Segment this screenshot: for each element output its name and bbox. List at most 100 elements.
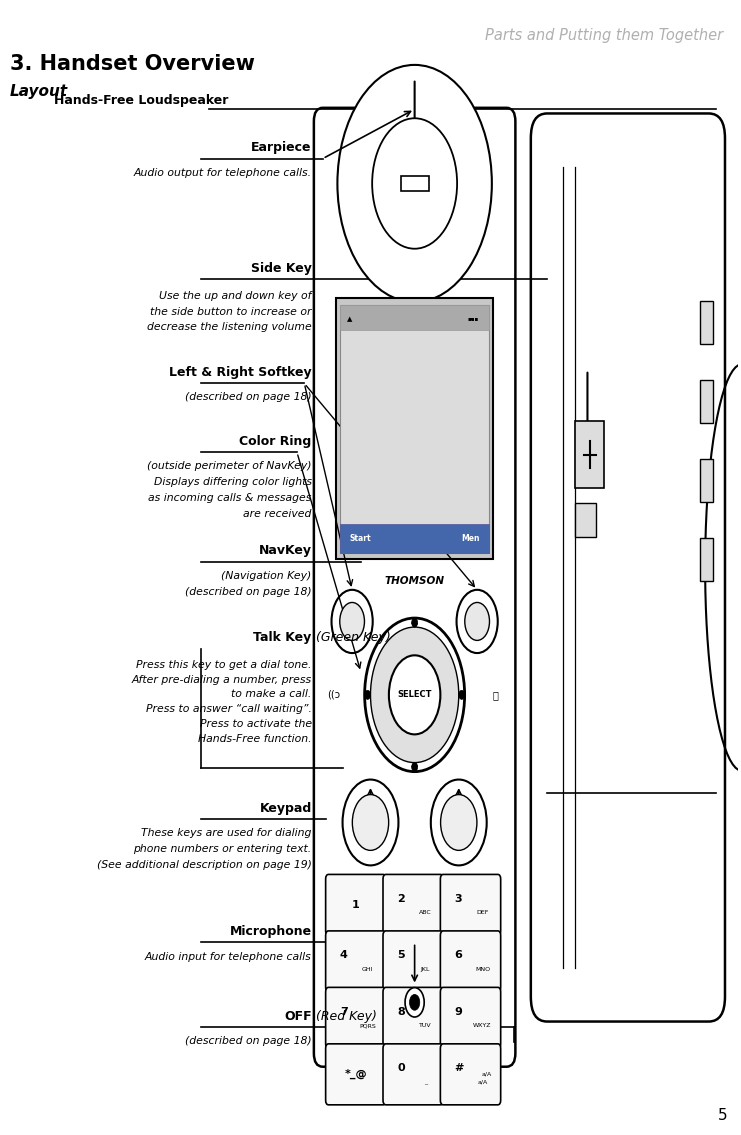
Text: WXYZ: WXYZ [473,1023,492,1028]
Text: 3: 3 [455,893,462,903]
Text: a/A: a/A [482,1071,492,1077]
Text: Men: Men [462,533,480,543]
Text: GHI: GHI [362,967,373,972]
Circle shape [405,987,424,1017]
Circle shape [352,794,389,850]
Bar [700,301,714,344]
Text: ABC: ABC [419,910,431,915]
Text: PQRS: PQRS [359,1023,376,1028]
Bar [700,380,714,423]
Text: Press this key to get a dial tone.: Press this key to get a dial tone. [136,661,312,670]
FancyBboxPatch shape [325,987,386,1049]
Text: 8: 8 [397,1007,405,1017]
Text: phone numbers or entering text.: phone numbers or entering text. [133,844,312,855]
Text: are received: are received [243,508,312,519]
FancyBboxPatch shape [383,1044,443,1104]
FancyBboxPatch shape [383,931,443,992]
FancyBboxPatch shape [440,874,501,935]
Bar [340,305,489,553]
Text: After pre-dialing a number, press: After pre-dialing a number, press [132,675,312,684]
Text: a/A: a/A [477,1079,488,1085]
Text: Hands-Free function.: Hands-Free function. [198,733,312,743]
Text: OFF: OFF [284,1010,312,1023]
Text: Keypad: Keypad [259,801,312,815]
Circle shape [337,65,492,302]
Text: ⏻: ⏻ [493,690,499,700]
Text: Hands-Free Loudspeaker: Hands-Free Loudspeaker [54,94,229,107]
Text: Microphone: Microphone [230,925,312,938]
FancyBboxPatch shape [325,931,386,992]
Text: decrease the listening volume: decrease the listening volume [147,322,312,333]
Circle shape [412,763,418,772]
Text: Side Key: Side Key [250,262,312,275]
Text: (Green Key): (Green Key) [313,631,391,645]
Circle shape [465,603,490,640]
Text: Talk Key: Talk Key [253,631,312,645]
Text: 1: 1 [352,900,359,910]
Text: NavKey: NavKey [259,545,312,557]
Text: Layout: Layout [10,84,68,99]
Text: (Navigation Key): (Navigation Key) [222,571,312,581]
Text: as incoming calls & messages: as incoming calls & messages [148,493,312,503]
Text: (Red Key): (Red Key) [313,1010,377,1023]
Text: Use the up and down key of: Use the up and down key of [159,291,312,301]
Text: Audio input for telephone calls: Audio input for telephone calls [145,951,312,961]
Bar [336,299,494,560]
Text: Start: Start [349,533,370,543]
Bar [401,176,428,191]
Text: SELECT: SELECT [397,690,432,699]
Circle shape [456,590,498,653]
Bar [700,459,714,502]
Text: the side button to increase or: the side button to increase or [150,306,312,317]
Text: Press to activate the: Press to activate the [199,718,312,729]
Circle shape [342,780,399,865]
Bar [575,503,596,537]
Text: Audio output for telephone calls.: Audio output for telephone calls. [133,168,312,178]
Text: (described on page 18): (described on page 18) [185,393,312,403]
Text: Parts and Putting them Together: Parts and Putting them Together [485,27,723,43]
Text: 6: 6 [455,950,462,960]
Circle shape [331,590,373,653]
Circle shape [459,690,465,699]
Circle shape [431,780,487,865]
Circle shape [365,690,370,699]
Bar [340,524,489,553]
Text: (described on page 18): (described on page 18) [185,587,312,597]
FancyBboxPatch shape [314,108,516,1067]
Bar [340,305,489,330]
Text: JKL: JKL [420,967,430,972]
Circle shape [412,619,418,627]
Text: 0: 0 [397,1063,405,1073]
Text: Displays differing color lights: Displays differing color lights [153,477,312,487]
Text: 7: 7 [340,1007,348,1017]
Text: 5: 5 [717,1108,727,1124]
Text: Earpiece: Earpiece [251,141,312,154]
Text: 3. Handset Overview: 3. Handset Overview [10,53,255,74]
Text: Press to answer “call waiting”.: Press to answer “call waiting”. [146,704,312,714]
FancyBboxPatch shape [325,874,386,935]
Text: 5: 5 [397,950,405,960]
FancyBboxPatch shape [440,987,501,1049]
Text: *_@: *_@ [345,1069,367,1079]
Text: ▪▪▪: ▪▪▪ [468,317,479,321]
Text: (outside perimeter of NavKey): (outside perimeter of NavKey) [147,461,312,471]
Circle shape [365,619,465,772]
Text: 4: 4 [340,950,348,960]
FancyBboxPatch shape [440,1044,501,1104]
Circle shape [441,794,477,850]
Circle shape [410,994,419,1010]
Text: Left & Right Softkey: Left & Right Softkey [169,365,312,379]
Text: These keys are used for dialing: These keys are used for dialing [142,829,312,839]
FancyBboxPatch shape [440,931,501,992]
FancyBboxPatch shape [383,987,443,1049]
FancyBboxPatch shape [383,874,443,935]
Text: ((ↄ: ((ↄ [328,690,340,700]
Bar [700,538,714,581]
FancyBboxPatch shape [325,1044,386,1104]
Text: #: # [453,1063,463,1073]
Text: _: _ [424,1079,427,1085]
Text: MNO: MNO [475,967,490,972]
Circle shape [372,118,457,249]
Text: DEF: DEF [476,910,488,915]
Text: Color Ring: Color Ring [239,435,312,448]
